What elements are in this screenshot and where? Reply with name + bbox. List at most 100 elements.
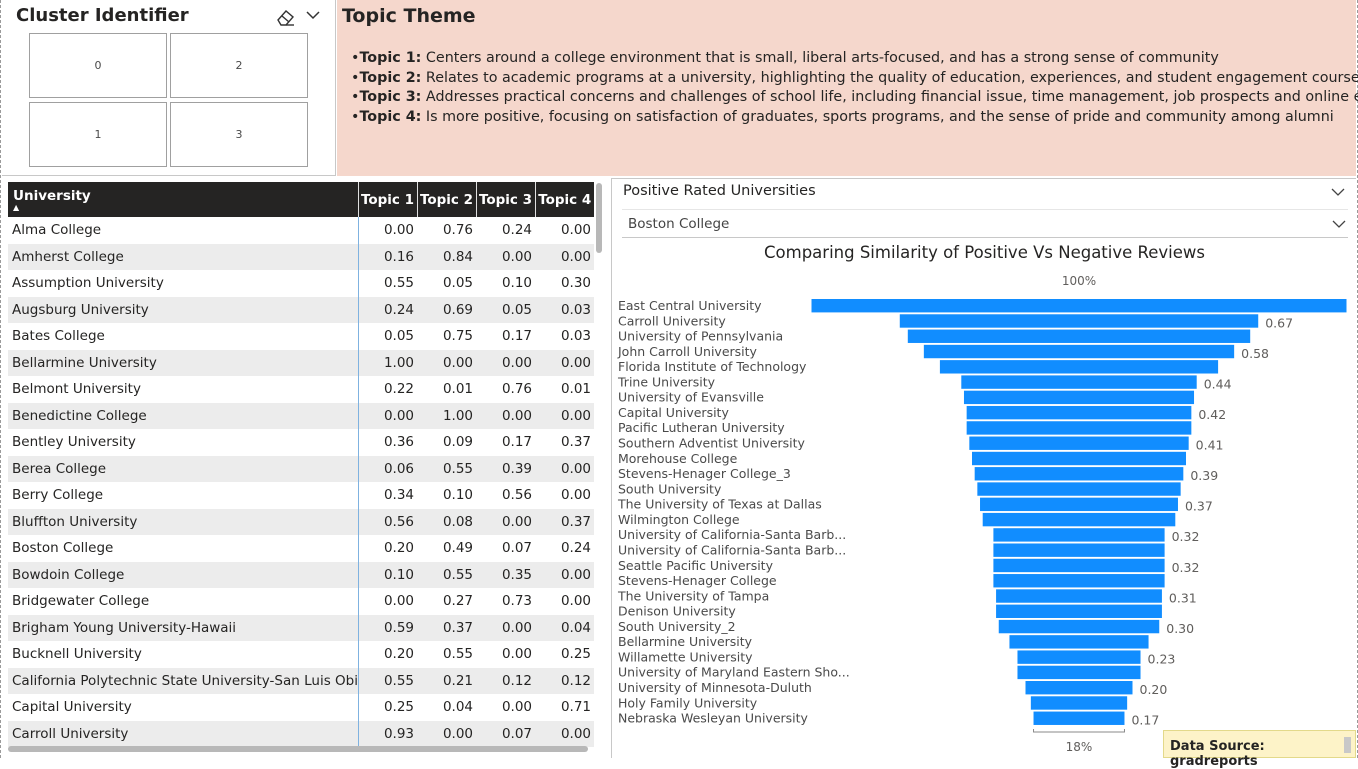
cluster-slicer: Cluster Identifier 0 2 1 3 xyxy=(2,0,336,176)
chart-title: Comparing Similarity of Positive Vs Nega… xyxy=(764,243,1205,262)
funnel-bar[interactable] xyxy=(899,314,1259,328)
university-cell: Berea College xyxy=(8,455,359,482)
table-row[interactable]: Amherst College 0.16 0.84 0.00 0.00 xyxy=(8,243,594,270)
topic-1-cell: 0.55 xyxy=(383,275,414,292)
cluster-tile-0[interactable]: 0 xyxy=(29,33,167,98)
topic-4-cell: 0.00 xyxy=(535,349,594,376)
data-label: 0.32 xyxy=(1172,529,1200,544)
category-label: Holy Family University xyxy=(618,695,758,710)
column-header-university[interactable]: University ▲ xyxy=(8,182,358,217)
funnel-bar[interactable] xyxy=(963,390,1195,405)
funnel-bar[interactable] xyxy=(939,360,1219,374)
category-label: Willamette University xyxy=(618,649,753,664)
category-label: Pacific Lutheran University xyxy=(618,420,785,435)
table-row[interactable]: Alma College 0.00 0.76 0.24 0.00 xyxy=(8,217,594,244)
funnel-bar[interactable] xyxy=(1017,650,1141,664)
chevron-down-icon[interactable] xyxy=(304,6,322,24)
table-row[interactable]: Bucknell University 0.20 0.55 0.00 0.25 xyxy=(8,641,594,668)
column-header-topic-3[interactable]: Topic 3 xyxy=(475,182,535,217)
table-row[interactable]: California Polytechnic State University-… xyxy=(8,667,594,694)
funnel-bar[interactable] xyxy=(980,497,1178,512)
table-row[interactable]: Bellarmine University 1.00 0.00 0.00 0.00 xyxy=(8,349,594,376)
topic-4-cell: 0.00 xyxy=(535,720,594,747)
university-cell: Carroll University xyxy=(8,720,359,747)
funnel-bar[interactable] xyxy=(811,299,1347,313)
funnel-bar[interactable] xyxy=(982,512,1176,527)
table-horizontal-scrollbar[interactable] xyxy=(8,746,588,752)
positive-universities-label: Positive Rated Universities xyxy=(623,183,816,199)
funnel-bar[interactable] xyxy=(974,467,1184,481)
table-vertical-scrollbar[interactable] xyxy=(596,183,602,253)
category-label: University of Evansville xyxy=(618,390,764,405)
data-label: 0.32 xyxy=(1172,560,1200,575)
topic-3-cell: 0.07 xyxy=(501,540,532,557)
funnel-bar[interactable] xyxy=(993,574,1165,588)
data-label: 0.39 xyxy=(1190,468,1218,483)
funnel-bar[interactable] xyxy=(907,329,1251,343)
topic-item: Topic 3: Addresses practical concerns an… xyxy=(351,88,1358,108)
column-header-topic-1[interactable]: Topic 1 xyxy=(357,182,417,217)
cluster-slicer-title: Cluster Identifier xyxy=(16,5,189,26)
table-row[interactable]: Capital University 0.25 0.04 0.00 0.71 xyxy=(8,694,594,721)
funnel-bar[interactable] xyxy=(966,421,1192,435)
university-cell: Belmont University xyxy=(8,376,359,403)
funnel-bar[interactable] xyxy=(1033,711,1125,725)
table-row[interactable]: Carroll University 0.93 0.00 0.07 0.00 xyxy=(8,720,594,747)
table-row[interactable]: Berry College 0.34 0.10 0.56 0.00 xyxy=(8,482,594,509)
cluster-tile-2[interactable]: 2 xyxy=(170,33,308,98)
funnel-bar[interactable] xyxy=(969,436,1189,450)
table-row[interactable]: Boston College 0.20 0.49 0.07 0.24 xyxy=(8,535,594,562)
university-select[interactable]: Boston College xyxy=(622,209,1348,238)
category-label: East Central University xyxy=(618,298,762,313)
university-cell: Berry College xyxy=(8,482,359,509)
funnel-bar[interactable] xyxy=(1009,635,1149,649)
topic-4-cell: 0.00 xyxy=(535,455,594,482)
eraser-icon[interactable] xyxy=(274,6,296,28)
funnel-bar[interactable] xyxy=(972,451,1186,466)
table-row[interactable]: Bowdoin College 0.10 0.55 0.35 0.00 xyxy=(8,561,594,588)
funnel-bar[interactable] xyxy=(1017,665,1141,680)
funnel-bar[interactable] xyxy=(961,375,1197,389)
positive-universities-dropdown-header[interactable]: Positive Rated Universities xyxy=(623,183,1347,205)
funnel-bar[interactable] xyxy=(977,482,1181,496)
funnel-bar[interactable] xyxy=(993,528,1165,542)
cluster-tile-3[interactable]: 3 xyxy=(170,102,308,167)
funnel-bar[interactable] xyxy=(996,589,1162,603)
table-row[interactable]: Belmont University 0.22 0.01 0.76 0.01 xyxy=(8,376,594,403)
data-source-text: Data Source: gradreports xyxy=(1170,739,1265,769)
chevron-down-icon[interactable] xyxy=(1331,185,1345,199)
funnel-bar[interactable] xyxy=(1025,681,1133,695)
funnel-bar[interactable] xyxy=(993,558,1165,573)
funnel-bar[interactable] xyxy=(1030,696,1128,710)
topic-item: Topic 1: Centers around a college enviro… xyxy=(351,49,1358,69)
funnel-bar[interactable] xyxy=(998,619,1160,634)
university-topic-table: University ▲ Topic 1 Topic 2 Topic 3 Topi… xyxy=(8,182,606,756)
category-label: Carroll University xyxy=(618,313,726,328)
topic-2-cell: 0.08 xyxy=(417,508,476,535)
topic-3-cell: 0.24 xyxy=(501,222,532,239)
funnel-bar[interactable] xyxy=(923,344,1235,359)
funnel-bar[interactable] xyxy=(966,405,1192,420)
table-row[interactable]: Bridgewater College 0.00 0.27 0.73 0.00 xyxy=(8,588,594,615)
category-label: University of Maryland Eastern Sho... xyxy=(618,665,850,680)
table-row[interactable]: Benedictine College 0.00 1.00 0.00 0.00 xyxy=(8,402,594,429)
topic-2-cell: 0.55 xyxy=(417,561,476,588)
funnel-bar[interactable] xyxy=(996,604,1162,618)
university-cell: Boston College xyxy=(8,535,359,562)
topic-4-cell: 0.00 xyxy=(560,487,591,504)
cluster-tile-1[interactable]: 1 xyxy=(29,102,167,167)
category-label: University of Minnesota-Duluth xyxy=(618,680,812,695)
column-header-topic-2[interactable]: Topic 2 xyxy=(416,182,476,217)
chevron-down-icon[interactable] xyxy=(1332,217,1346,231)
topic-item: Topic 4: Is more positive, focusing on s… xyxy=(351,108,1358,128)
column-header-topic-4[interactable]: Topic 4 xyxy=(534,182,594,217)
table-row[interactable]: Brigham Young University-Hawaii 0.59 0.37 0… xyxy=(8,614,594,641)
category-label: The University of Texas at Dallas xyxy=(617,497,822,512)
table-row[interactable]: Bentley University 0.36 0.09 0.17 0.37 xyxy=(8,429,594,456)
table-row[interactable]: Bates College 0.05 0.75 0.17 0.03 xyxy=(8,323,594,350)
table-row[interactable]: Assumption University 0.55 0.05 0.10 0.30 xyxy=(8,270,594,297)
table-row[interactable]: Augsburg University 0.24 0.69 0.05 0.03 xyxy=(8,296,594,323)
funnel-bar[interactable] xyxy=(993,543,1165,557)
table-row[interactable]: Berea College 0.06 0.55 0.39 0.00 xyxy=(8,455,594,482)
table-row[interactable]: Bluffton University 0.56 0.08 0.00 0.37 xyxy=(8,508,594,535)
